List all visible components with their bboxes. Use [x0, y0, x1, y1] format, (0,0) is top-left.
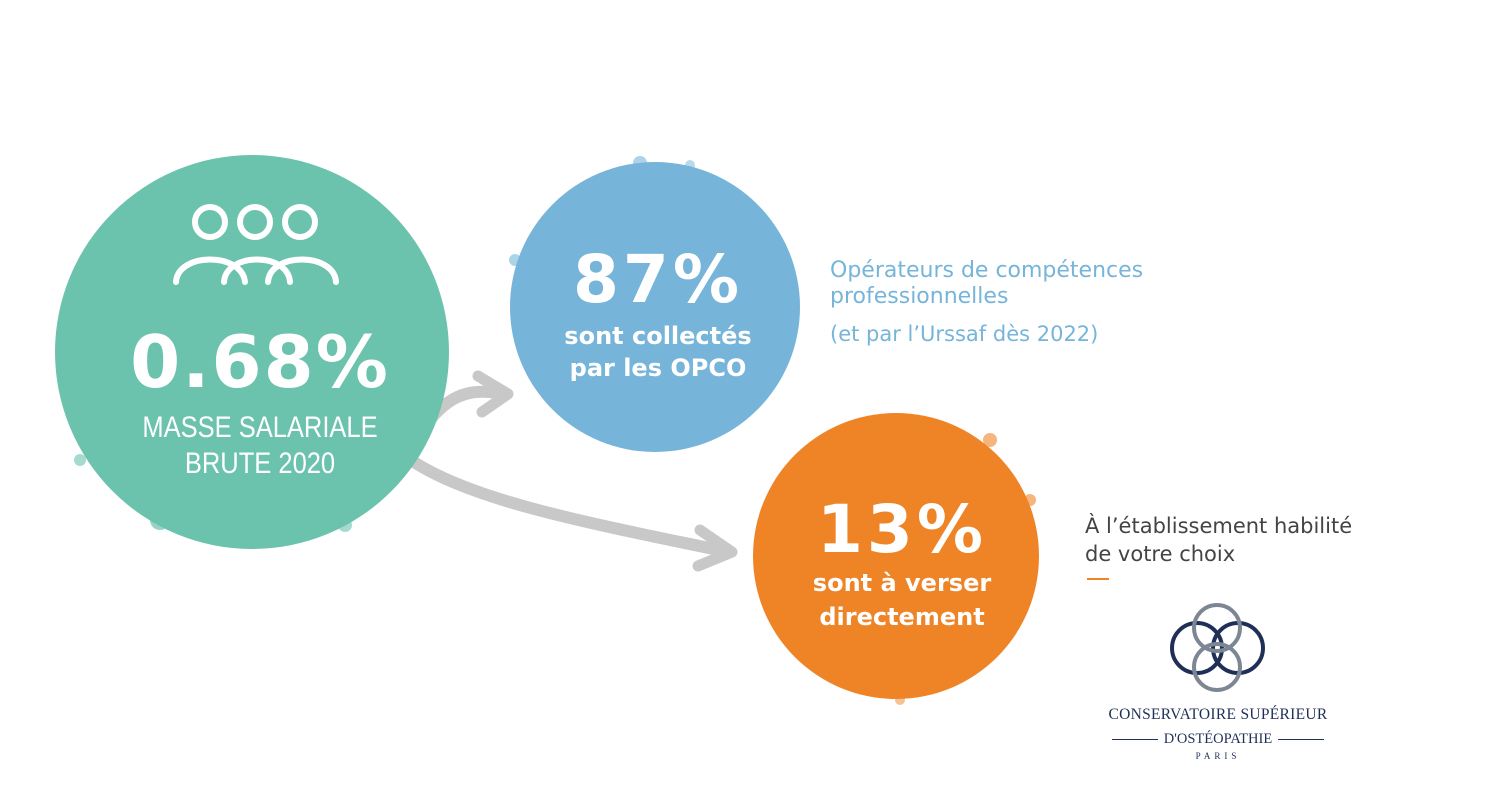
arrow-to-direct-head: [692, 524, 738, 572]
direct-label-line2: directement: [819, 603, 985, 631]
total-label: MASSE SALARIALE BRUTE 2020: [90, 410, 430, 482]
logo-subtitle: D'OSTÉOPATHIE: [1163, 731, 1273, 747]
total-label-line2: BRUTE 2020: [184, 447, 336, 480]
people-group-icon: [173, 204, 339, 285]
opco-description-line1: Opérateurs de compétences: [830, 258, 1144, 283]
arrow-to-direct: [402, 452, 734, 558]
logo-name: CONSERVATOIRE SUPÉRIEUR: [1108, 706, 1328, 723]
direct-label-line1: sont à verser: [812, 569, 992, 597]
orange-dash-divider: [1087, 578, 1109, 580]
logo-subtitle-row: D'OSTÉOPATHIE: [1060, 730, 1376, 748]
logo-city: PARIS: [1195, 751, 1241, 761]
direct-percent: 13%: [817, 491, 987, 568]
opco-description-line2: professionnelles: [830, 284, 1009, 309]
direct-description-line2: de votre choix: [1085, 542, 1236, 566]
logo-right-rule: [1278, 738, 1325, 740]
total-percent: 0.68%: [130, 320, 390, 404]
opco-label-line1: sont collectés: [564, 322, 752, 350]
direct-blob: [753, 413, 1039, 705]
opco-percent: 87%: [573, 241, 743, 318]
opco-blob: [509, 156, 800, 452]
arrow-to-opco-head: [472, 370, 514, 418]
direct-label: sont à verser directement: [752, 566, 1052, 634]
total-blob: [55, 155, 449, 549]
opco-description: Opérateurs de compétences professionnell…: [830, 258, 1250, 310]
direct-description-line1: À l’établissement habilité: [1085, 514, 1353, 538]
logo-mark-icon: [1170, 603, 1265, 692]
opco-note: (et par l’Urssaf dès 2022): [830, 322, 1099, 346]
logo-left-rule: [1111, 738, 1158, 740]
opco-label-line2: par les OPCO: [569, 354, 747, 382]
direct-description: À l’établissement habilité de votre choi…: [1085, 512, 1425, 568]
opco-label: sont collectés par les OPCO: [508, 320, 808, 384]
total-label-line1: MASSE SALARIALE: [142, 411, 378, 444]
